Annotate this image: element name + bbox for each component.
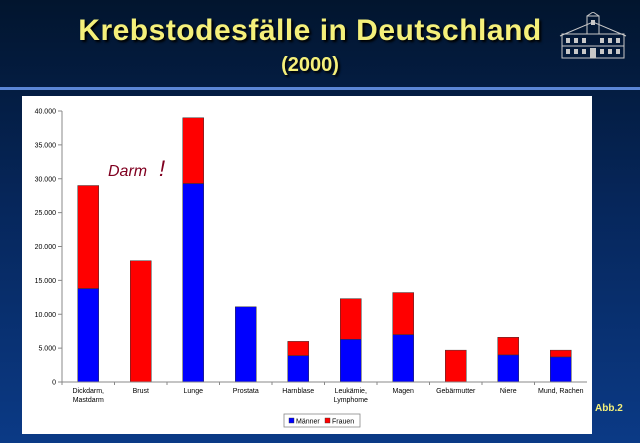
bar-segment [445,349,467,383]
x-tick-label: Leukämie, [335,388,367,395]
bar-segment [287,355,309,383]
legend-label: Frauen [332,419,354,426]
x-tick-label: Lymphome [334,397,368,404]
x-tick-label: Magen [393,388,415,395]
x-tick-label: Harnblase [282,388,314,395]
bar-segment [497,354,519,383]
x-tick-label: Mund, Rachen [538,388,584,395]
bar-segment [340,339,362,383]
header-divider [0,87,640,90]
bar-segment [497,337,519,356]
bar-segment [77,185,99,289]
bar-segment [392,334,414,383]
bar-segment [550,356,572,383]
castle-building-logo [559,12,627,59]
y-tick-label: 25.000 [35,210,57,217]
page-subtitle: (2000) [281,54,339,76]
figure-label: Abb.2 [595,403,623,414]
x-tick-label: Lunge [184,388,204,395]
page-title: Krebstodesfälle in Deutschland [78,14,542,47]
y-tick-label: 40.000 [35,109,57,116]
bar-segment [340,298,362,340]
y-tick-label: 35.000 [35,142,57,149]
y-tick-label: 5.000 [38,346,56,353]
y-axis: 0 5.000 10.000 15.000 20.000 25.000 30.000 35.0… [35,109,63,387]
bar-segment [77,288,99,383]
y-tick-label: 20.000 [35,244,57,251]
annotation-mark: ! [159,156,165,181]
x-tick-label: Brust [133,388,149,395]
legend-swatch [324,417,331,424]
legend-label: Männer [296,419,320,426]
y-tick-label: 10.000 [35,312,57,319]
bar-segment [550,349,572,358]
x-axis: Dickdarm, Mastdarm Brust Lunge Prostata Harnb… [61,381,587,404]
bar-segment [182,117,204,184]
chart-legend: Männer Frauen [283,413,361,428]
x-tick-label: Dickdarm, [72,388,104,395]
bar-segment [130,260,152,383]
bar-segment [235,306,257,383]
annotation-text: Darm [108,163,147,180]
y-tick-label: 0 [52,380,56,387]
chart-annotation: Darm! [108,156,165,181]
x-tick-label: Niere [500,388,517,395]
stacked-bar-chart: 0 5.000 10.000 15.000 20.000 25.000 30.000 35.0… [35,109,587,428]
bars [77,117,572,383]
legend-swatch [288,417,295,424]
legend-box [283,413,361,428]
x-tick-label: Prostata [233,388,259,395]
bar-segment [182,183,204,383]
bar-segment [392,292,414,335]
y-tick-label: 15.000 [35,278,57,285]
chart-panel: 0 5.000 10.000 15.000 20.000 25.000 30.000 35.0… [22,96,592,434]
x-tick-label: Mastdarm [73,397,104,404]
y-tick-label: 30.000 [35,176,57,183]
bar-segment [287,341,309,356]
x-tick-label: Gebärmutter [436,388,476,395]
